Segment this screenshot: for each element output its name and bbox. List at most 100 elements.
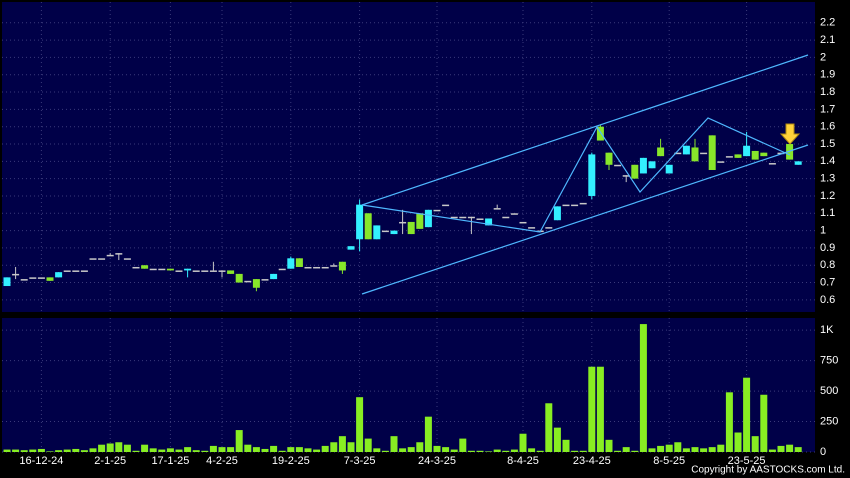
y-tick-label: 0.8 <box>820 259 835 271</box>
candle-body <box>123 258 131 260</box>
candle-body <box>63 270 71 272</box>
volume-bar <box>149 448 157 452</box>
volume-bar <box>648 448 656 452</box>
volume-bar <box>106 443 114 452</box>
volume-bar <box>321 445 329 452</box>
volume-bar <box>553 427 561 452</box>
volume-bar <box>450 449 458 452</box>
volume-bar <box>338 436 346 452</box>
candle-body <box>493 208 501 210</box>
volume-bar <box>261 448 269 452</box>
y-tick-label: 2.1 <box>820 34 835 46</box>
volume-bar <box>304 448 312 452</box>
candle-body <box>631 164 639 179</box>
volume-bar <box>639 324 647 452</box>
volume-bar <box>80 450 88 452</box>
volume-bar <box>631 450 639 452</box>
candle-body <box>424 209 432 228</box>
volume-bar <box>235 430 243 452</box>
volume-bar <box>485 451 493 452</box>
volume-bar <box>614 450 622 452</box>
volume-bar <box>227 447 235 452</box>
candle-body <box>717 161 725 163</box>
volume-bar <box>141 444 149 452</box>
candle-body <box>442 204 450 207</box>
y-tick-label: 1.2 <box>820 190 835 202</box>
volume-bar <box>622 447 630 452</box>
candle-body <box>227 270 235 274</box>
volume-bar <box>399 448 407 452</box>
volume-bar <box>373 448 381 452</box>
candle-body <box>700 152 708 155</box>
volume-bar <box>270 445 278 452</box>
volume-bar <box>252 447 260 452</box>
x-tick-label: 17-1-25 <box>151 455 189 467</box>
candle-body <box>433 209 441 212</box>
candle-body <box>313 266 321 269</box>
volume-bar <box>528 448 536 452</box>
volume-bar <box>657 445 665 452</box>
candle-body <box>46 277 54 281</box>
candle-body <box>639 157 647 174</box>
volume-bar <box>123 444 131 452</box>
candle-body <box>364 213 372 240</box>
candle-body <box>287 258 295 269</box>
candle-body <box>72 270 80 272</box>
channel-upper <box>361 54 809 206</box>
copyright: Copyright by AASTOCKS.com Ltd. <box>691 465 845 476</box>
candle-body <box>528 227 536 229</box>
candle-body <box>244 280 252 283</box>
candle-body <box>184 268 192 271</box>
volume-bar <box>588 366 596 452</box>
volume-bar <box>605 439 613 452</box>
volume-bar <box>708 447 716 452</box>
candle-body <box>674 152 682 155</box>
candle-body <box>476 218 484 220</box>
y-tick-label: 1.4 <box>820 155 835 167</box>
candle-body <box>356 204 364 240</box>
volume-bar <box>72 448 80 452</box>
volume-bar <box>330 442 338 452</box>
candle-body <box>218 270 226 272</box>
volume-bar <box>201 450 209 452</box>
candle-body <box>37 277 45 279</box>
candle-body <box>665 164 673 174</box>
trend-lines <box>361 54 809 295</box>
x-tick-label: 8-5-25 <box>653 455 685 467</box>
volume-bar <box>442 447 450 452</box>
x-tick-label: 23-4-25 <box>573 455 611 467</box>
volume-bar <box>218 447 226 452</box>
volume-bar <box>416 442 424 452</box>
volume-bar <box>674 442 682 452</box>
x-tick-label: 8-4-25 <box>507 455 539 467</box>
volume-bar <box>347 442 355 452</box>
candle-body <box>502 216 510 219</box>
candle-body <box>12 273 20 276</box>
candle-body <box>786 144 794 160</box>
candle-body <box>734 154 742 158</box>
y-tick-label: 1.5 <box>820 138 835 150</box>
candle-body <box>338 261 346 271</box>
candle-body <box>175 270 183 272</box>
candle-body <box>450 216 458 219</box>
candle-body <box>381 230 389 233</box>
candle-body <box>158 268 166 271</box>
x-tick-label: 2-1-25 <box>94 455 126 467</box>
volume-bar <box>545 403 553 452</box>
volume-bar <box>682 448 690 452</box>
candle-body <box>760 152 768 157</box>
candle-body <box>399 221 407 224</box>
volume-bar <box>571 450 579 452</box>
y-tick-label: 750 <box>820 355 838 367</box>
y-tick-label: 500 <box>820 385 838 397</box>
labels: 0.6 0.7 0.8 0.9 1 1.1 1.2 1.3 1.4 1.5 1.6 1.7 1.8 1.9… <box>19 17 838 467</box>
volume-bar <box>725 392 733 452</box>
volume-bar <box>493 449 501 452</box>
candle-body <box>751 150 759 160</box>
candle-body <box>708 135 716 170</box>
zigzag <box>361 117 791 233</box>
volume-bar <box>3 449 11 452</box>
volume-bar <box>166 448 174 452</box>
volume-bar <box>467 450 475 452</box>
volume-bar <box>37 448 45 452</box>
